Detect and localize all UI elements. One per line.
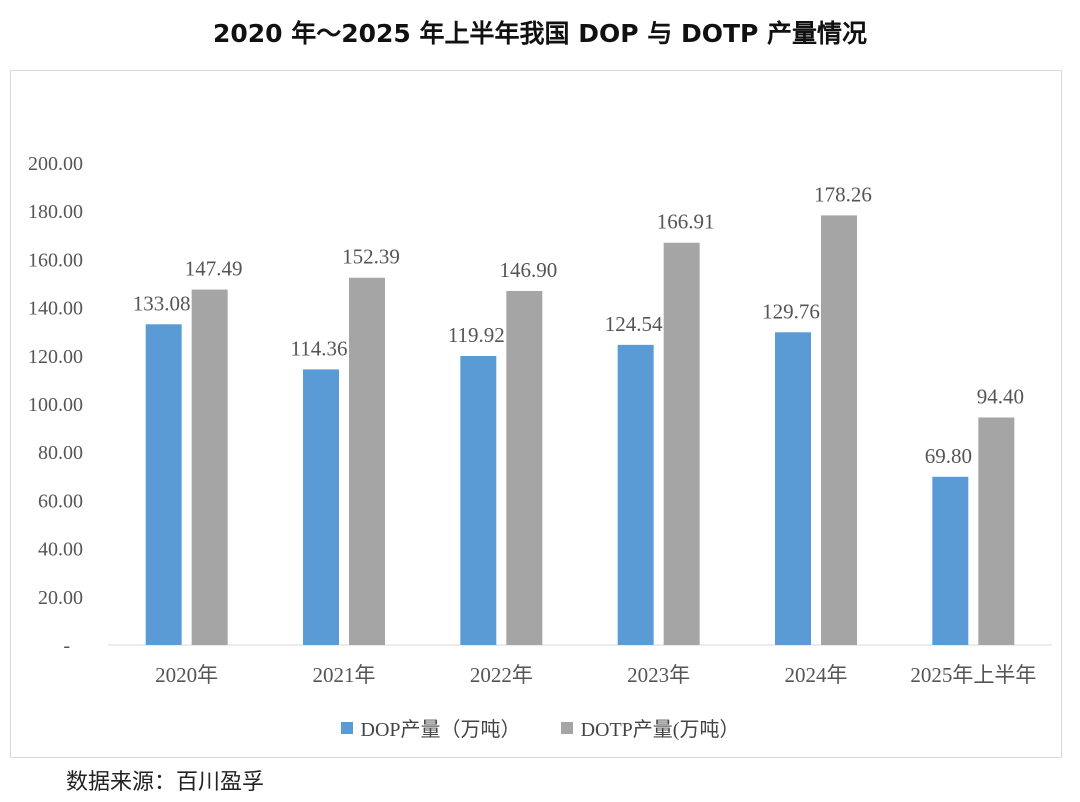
data-label-dotp-0: 147.49: [185, 257, 243, 281]
legend-label-dotp: DOTP产量(万吨）: [580, 719, 740, 741]
data-label-dop-0: 133.08: [133, 291, 191, 315]
y-tick-label: 80.00: [38, 442, 83, 464]
data-label-dop-1: 114.36: [291, 336, 348, 360]
y-tick-label: -: [63, 635, 70, 657]
data-label-dop-5: 69.80: [925, 444, 972, 468]
y-tick-label: 20.00: [38, 587, 83, 609]
y-tick-label: 100.00: [28, 394, 83, 416]
y-tick-label: 120.00: [28, 346, 83, 368]
data-label-dotp-2: 146.90: [499, 258, 557, 282]
bar-dop-0: [145, 324, 182, 645]
data-label-dop-2: 119.92: [448, 323, 505, 347]
bar-dop-5: [932, 476, 969, 645]
x-tick-label-0: 2020年: [155, 663, 218, 687]
data-label-dop-3: 124.54: [605, 312, 663, 336]
bar-dop-2: [460, 355, 497, 645]
bar-dotp-5: [978, 417, 1015, 645]
chart-frame: [10, 70, 1062, 758]
bar-dotp-3: [663, 242, 700, 646]
legend-swatch-dop: [340, 721, 353, 734]
bar-dop-1: [303, 369, 339, 645]
data-label-dotp-3: 166.91: [657, 210, 715, 234]
data-source: 数据来源：百川盈孚: [66, 770, 265, 795]
legend-swatch-dotp: [560, 721, 573, 734]
x-tick-label-2: 2022年: [470, 663, 533, 687]
chart-title: 2020 年～2025 年上半年我国 DOP 与 DOTP 产量情况: [212, 19, 868, 48]
data-label-dotp-1: 152.39: [342, 245, 400, 269]
x-tick-label-1: 2021年: [313, 663, 376, 687]
legend: DOP产量（万吨） DOTP产量(万吨）: [0, 713, 1080, 742]
y-tick-label: 40.00: [38, 539, 83, 561]
bar-dotp-2: [506, 290, 543, 645]
x-tick-label-3: 2023年: [627, 663, 690, 687]
data-label-dotp-4: 178.26: [814, 182, 872, 206]
y-tick-label: 60.00: [38, 490, 83, 512]
bar-dop-3: [617, 344, 654, 645]
legend-label-dop: DOP产量（万吨）: [360, 719, 521, 741]
y-tick-label: 160.00: [28, 249, 83, 271]
bar-dotp-1: [349, 277, 385, 645]
y-tick-label: 140.00: [28, 298, 83, 320]
bar-dotp-4: [821, 215, 857, 645]
x-tick-label-4: 2024年: [785, 663, 848, 687]
data-label-dotp-5: 94.40: [977, 384, 1024, 408]
data-label-dop-4: 129.76: [762, 299, 820, 323]
legend-item-dop: DOP产量（万吨）: [340, 713, 521, 742]
bar-dotp-0: [191, 289, 228, 645]
bar-dop-4: [775, 332, 811, 645]
legend-item-dotp: DOTP产量(万吨）: [560, 713, 740, 742]
y-tick-label: 180.00: [28, 201, 83, 223]
x-tick-label-5: 2025年上半年: [910, 663, 1036, 687]
y-tick-label: 200.00: [28, 153, 83, 175]
